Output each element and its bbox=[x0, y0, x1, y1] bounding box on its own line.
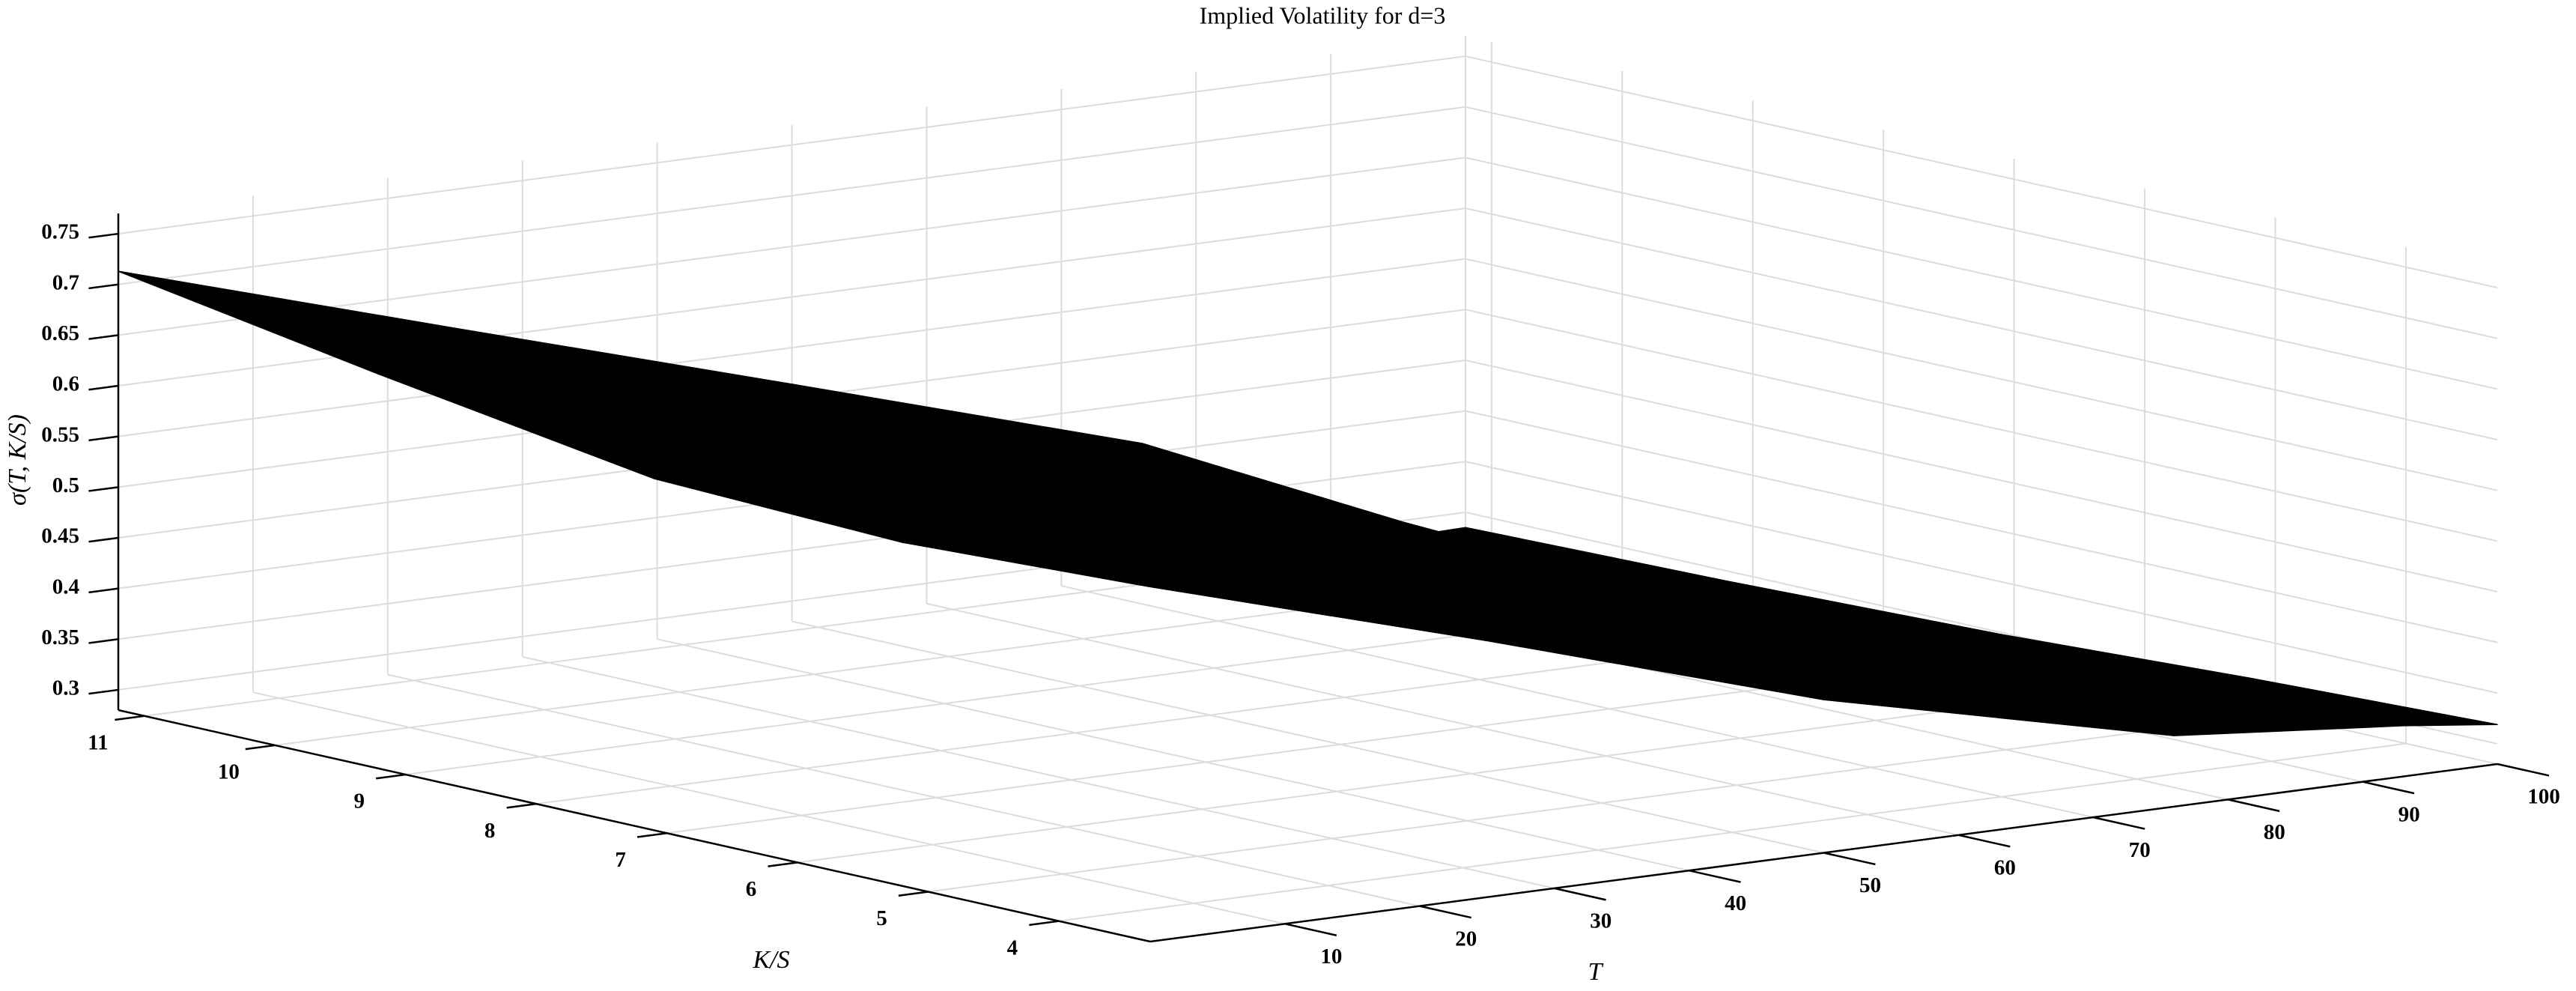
grid-line bbox=[118, 106, 1466, 285]
grid-line bbox=[792, 620, 1824, 854]
grid-line bbox=[1465, 207, 2498, 440]
tick-mark bbox=[506, 802, 537, 809]
tick-mark bbox=[2362, 781, 2415, 795]
x-tick-label: 90 bbox=[2399, 802, 2420, 826]
z-axis-label: σ(T, K/S) bbox=[4, 414, 31, 506]
grid-line bbox=[1465, 106, 2498, 339]
tick-mark bbox=[88, 384, 119, 391]
tick-mark bbox=[88, 283, 119, 290]
z-tick-label: 0.7 bbox=[52, 270, 79, 294]
grid-line bbox=[1061, 585, 2094, 819]
grid-line bbox=[1465, 360, 2498, 593]
grid-line bbox=[1058, 742, 2407, 922]
tick-mark bbox=[1554, 887, 1606, 901]
grid-line bbox=[118, 157, 1466, 336]
z-tick-label: 0.55 bbox=[41, 422, 79, 446]
grid-line bbox=[252, 691, 1286, 925]
y-tick-label: 11 bbox=[88, 730, 108, 754]
tick-mark bbox=[2093, 816, 2145, 830]
x-tick-label: 80 bbox=[2264, 820, 2285, 844]
grid-line bbox=[1465, 258, 2498, 491]
y-tick-label: 4 bbox=[1007, 936, 1018, 960]
z-tick-label: 0.65 bbox=[41, 321, 79, 345]
chart-title: Implied Volatility for d=3 bbox=[1200, 1, 1446, 28]
surface-patch bbox=[1370, 527, 1728, 584]
tick-mark bbox=[1958, 834, 2011, 848]
grid-line bbox=[657, 638, 1689, 872]
tick-mark bbox=[88, 688, 119, 695]
tick-mark bbox=[768, 861, 798, 867]
y-axis-label: K/S bbox=[752, 946, 789, 974]
tick-mark bbox=[2497, 763, 2550, 777]
x-tick-label: 10 bbox=[1320, 945, 1342, 969]
z-tick-label: 0.3 bbox=[52, 676, 79, 700]
grid-line bbox=[928, 713, 2276, 893]
y-tick-label: 10 bbox=[218, 760, 240, 784]
x-tick-label: 70 bbox=[2129, 838, 2151, 862]
tick-mark bbox=[637, 832, 667, 838]
z-tick-label: 0.4 bbox=[52, 575, 79, 598]
axis-line bbox=[118, 709, 1151, 943]
z-tick-label: 0.5 bbox=[52, 473, 79, 497]
tick-mark bbox=[88, 587, 119, 594]
tick-mark bbox=[88, 435, 119, 442]
z-tick-label: 0.6 bbox=[52, 372, 79, 396]
grid-line bbox=[1465, 157, 2498, 390]
grid-line bbox=[797, 684, 2145, 864]
grid-line bbox=[1465, 55, 2498, 289]
tick-mark bbox=[376, 773, 406, 780]
axes: 0.3 0.35 0.4 0.45 0.5 0.55 0.6 0.65 0.7 0.75 4 5 6 7 8… bbox=[41, 213, 2560, 969]
y-tick-label: 8 bbox=[484, 819, 496, 843]
tick-mark bbox=[88, 638, 119, 644]
surface bbox=[118, 270, 2498, 736]
x-tick-label: 60 bbox=[1994, 855, 2016, 879]
z-tick-label: 0.75 bbox=[41, 220, 79, 244]
tick-mark bbox=[2227, 798, 2280, 813]
x-tick-label: 50 bbox=[1859, 873, 1881, 897]
grid-line bbox=[522, 655, 1555, 889]
z-tick-label: 0.35 bbox=[41, 625, 79, 649]
grid-line bbox=[118, 55, 1466, 235]
y-tick-label: 6 bbox=[746, 877, 757, 901]
x-tick-label: 20 bbox=[1455, 927, 1477, 951]
grid-line bbox=[118, 258, 1466, 437]
tick-mark bbox=[88, 232, 119, 239]
tick-mark bbox=[1823, 852, 1876, 866]
grid-line bbox=[387, 673, 1421, 907]
tick-mark bbox=[1284, 923, 1337, 936]
grid-line bbox=[1465, 309, 2498, 542]
tick-mark bbox=[245, 744, 276, 751]
y-tick-label: 7 bbox=[615, 848, 626, 872]
y-tick-label: 9 bbox=[353, 790, 365, 813]
z-tick-label: 0.45 bbox=[41, 524, 79, 548]
grid-line bbox=[926, 602, 1959, 836]
tick-mark bbox=[88, 486, 119, 492]
tick-mark bbox=[88, 334, 119, 340]
y-tick-label: 5 bbox=[876, 906, 887, 930]
grid-line bbox=[1465, 410, 2498, 643]
grid-line bbox=[1465, 461, 2498, 694]
tick-mark bbox=[898, 891, 929, 897]
tick-mark bbox=[115, 715, 145, 721]
tick-mark bbox=[88, 536, 119, 543]
x-tick-label: 100 bbox=[2527, 785, 2560, 809]
tick-mark bbox=[1419, 905, 1471, 919]
tick-mark bbox=[1689, 869, 1741, 883]
x-tick-label: 30 bbox=[1590, 909, 1611, 933]
tick-mark bbox=[1029, 920, 1060, 927]
x-tick-label: 40 bbox=[1725, 891, 1746, 915]
x-axis-label: T bbox=[1588, 958, 1604, 986]
